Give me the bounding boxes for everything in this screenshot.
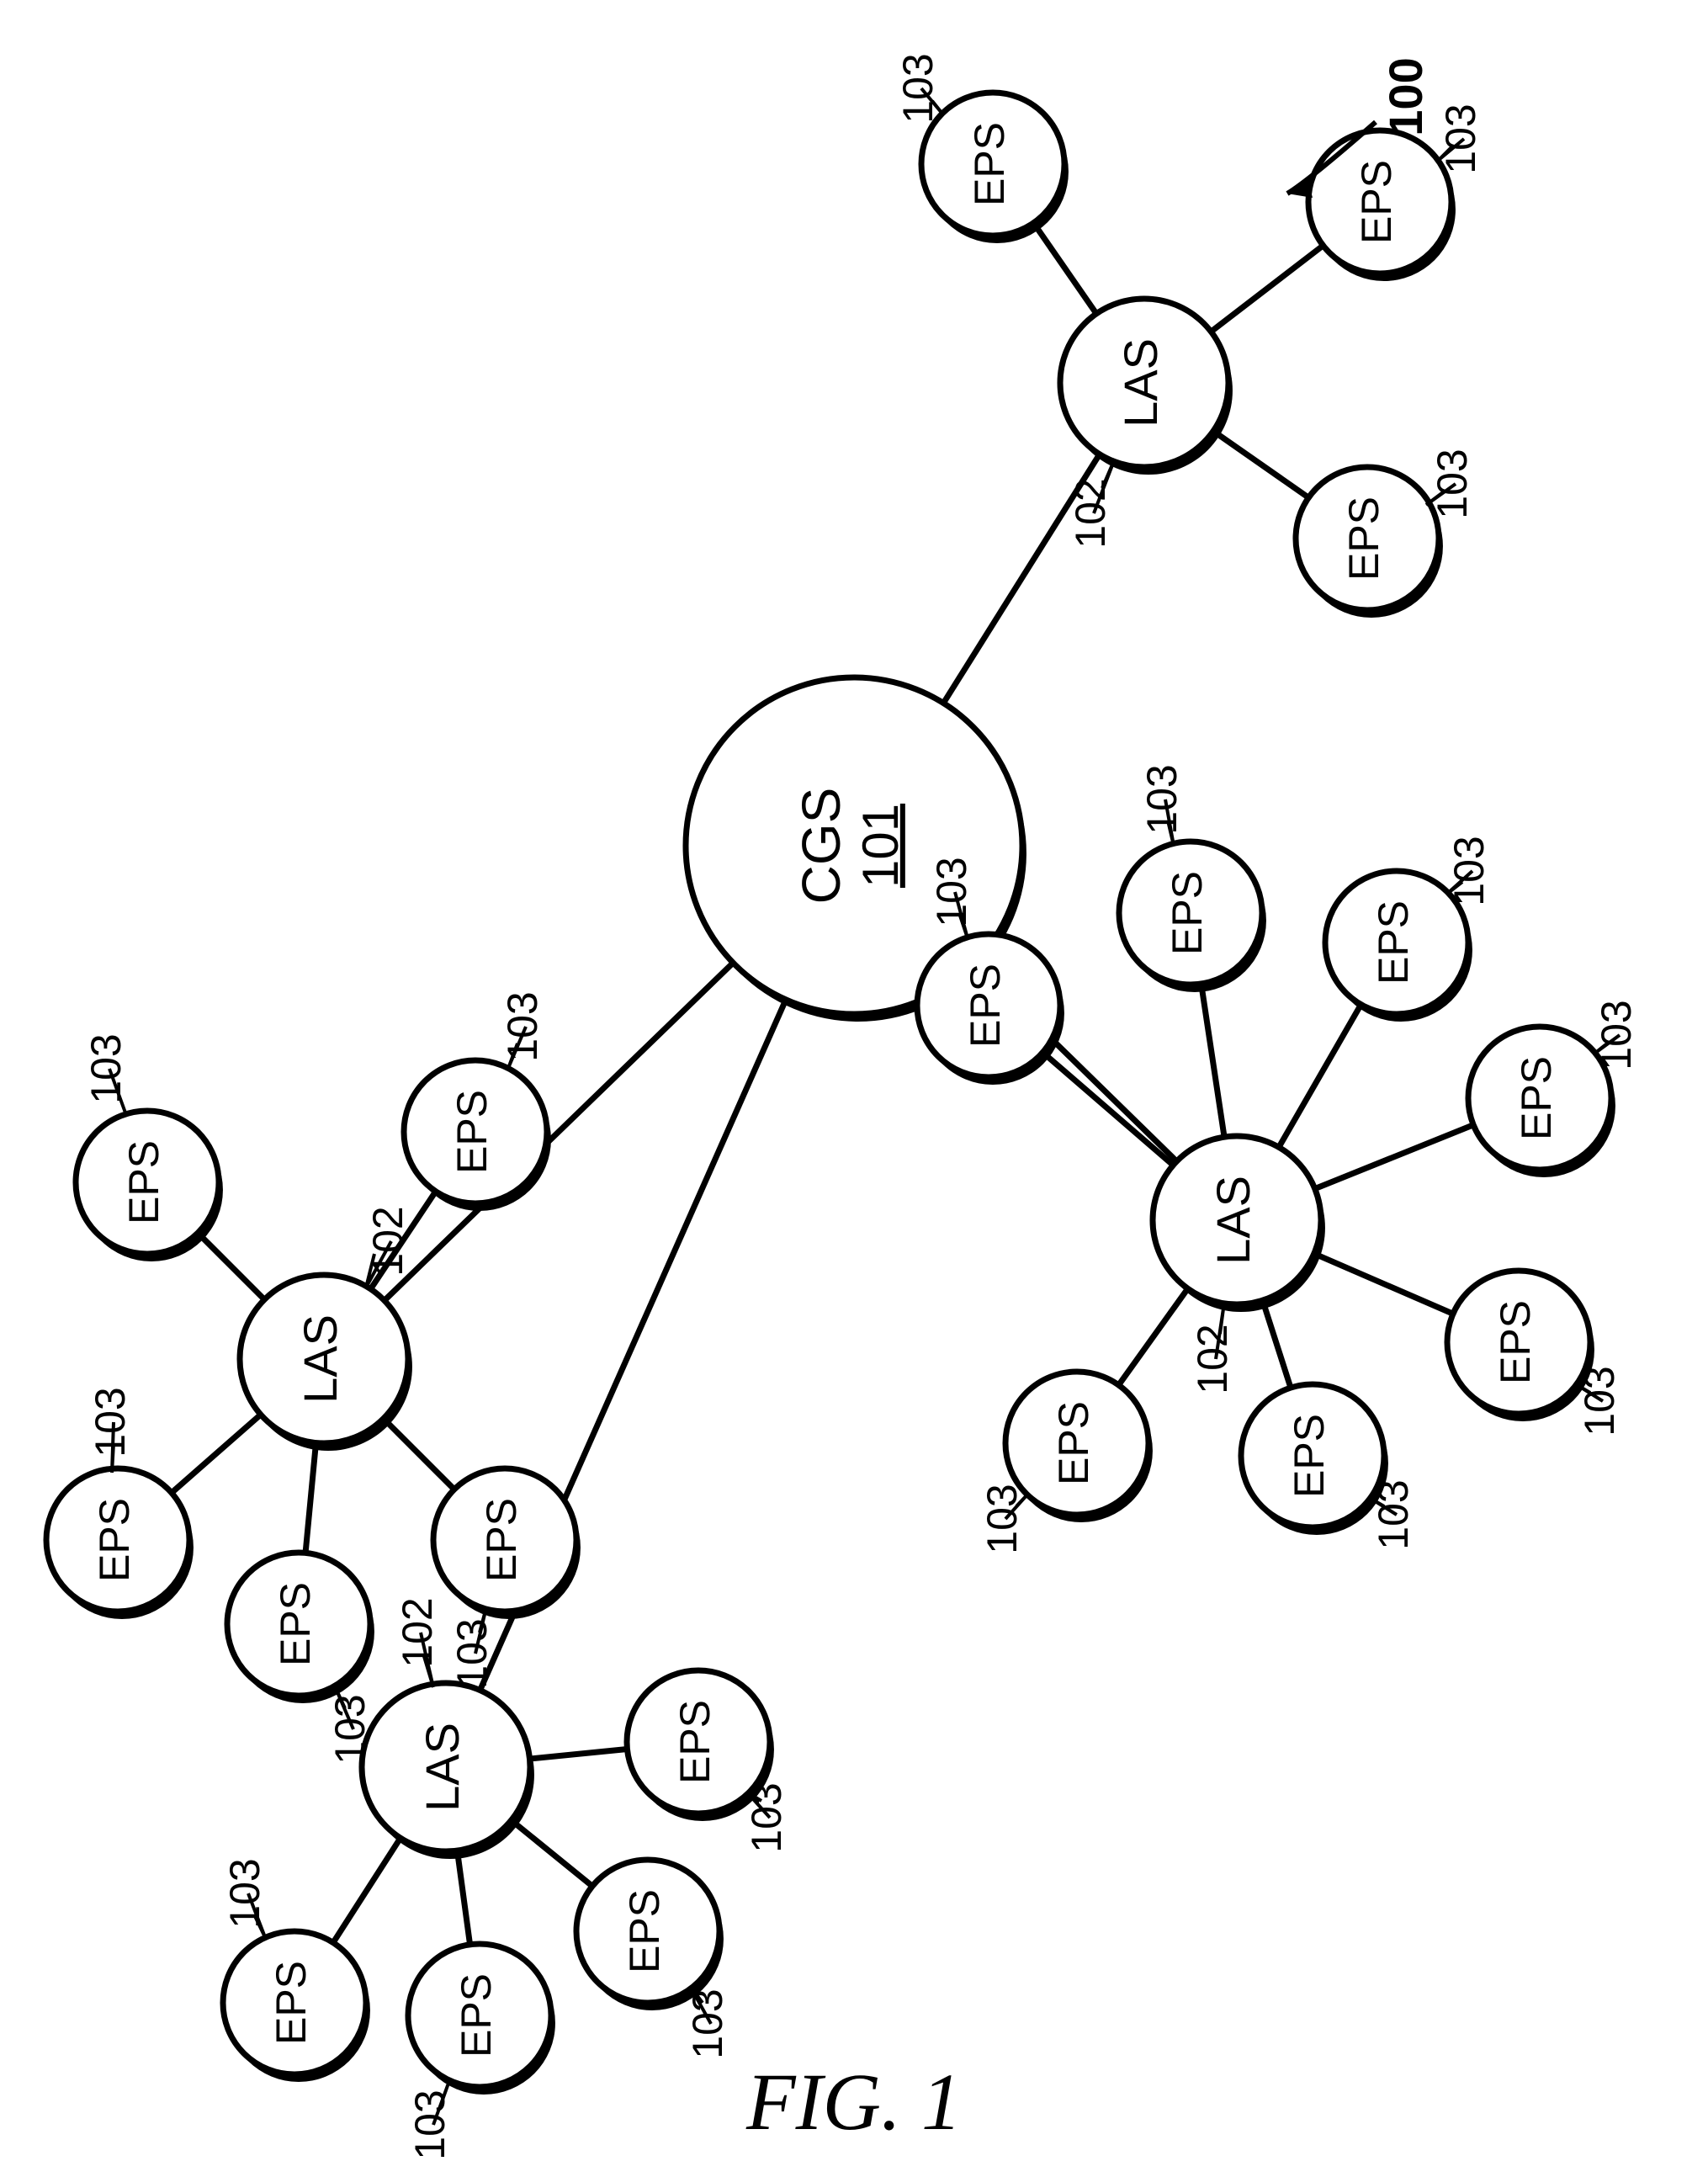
cgs-ref: 101 <box>852 804 909 888</box>
eps-ref: 103 <box>1370 1479 1417 1549</box>
edge-las-eps <box>384 1419 454 1489</box>
eps-ref: 103 <box>1576 1366 1623 1436</box>
eps-ref: 103 <box>743 1782 790 1852</box>
eps-label: EPS <box>453 1973 500 2058</box>
edge-las-eps <box>172 1415 261 1493</box>
las-label: LAS <box>1114 338 1167 427</box>
eps-ref: 103 <box>979 1484 1026 1553</box>
eps-ref: 103 <box>928 857 975 927</box>
eps-label: EPS <box>272 1582 319 1666</box>
eps-ref: 103 <box>87 1387 134 1457</box>
eps-label: EPS <box>1513 1056 1560 1140</box>
eps-ref: 103 <box>221 1858 268 1928</box>
edge-las-eps <box>198 1233 264 1299</box>
edge-las-eps <box>512 1820 592 1886</box>
edge-las-eps <box>457 1850 469 1945</box>
edge-las-eps <box>305 1443 316 1553</box>
eps-ref: 103 <box>82 1033 130 1103</box>
edge-las-eps <box>1279 1005 1361 1148</box>
eps-label: EPS <box>448 1090 496 1174</box>
edge-las-eps <box>1033 223 1096 314</box>
eps-ref: 103 <box>684 1989 731 2058</box>
eps-ref: 103 <box>1593 1000 1640 1070</box>
eps-label: EPS <box>1340 496 1387 581</box>
network-diagram: CGS101LAS102LAS102LAS102LAS102EPS103EPS1… <box>0 0 1708 2177</box>
eps-ref: 103 <box>1138 764 1186 834</box>
eps-label: EPS <box>1353 160 1400 244</box>
figure-caption: FIG. 1 <box>745 2057 962 2147</box>
edge-las-eps <box>1213 431 1308 497</box>
eps-label: EPS <box>1050 1401 1097 1485</box>
edge-las-eps <box>530 1749 628 1759</box>
eps-label: EPS <box>268 1961 315 2045</box>
cgs-label: CGS <box>791 788 851 905</box>
edge-las-eps <box>1314 1254 1453 1314</box>
eps-label: EPS <box>621 1889 668 1973</box>
eps-label: EPS <box>1286 1414 1333 1498</box>
eps-label: EPS <box>1370 900 1417 985</box>
eps-ref: 103 <box>1437 104 1484 173</box>
las-label: LAS <box>294 1314 347 1404</box>
eps-ref: 103 <box>499 991 546 1061</box>
las-ref: 102 <box>364 1206 411 1276</box>
eps-label: EPS <box>962 964 1009 1048</box>
edges <box>172 223 1473 1945</box>
cgs-label-group: CGS101 <box>791 788 909 905</box>
las-label: LAS <box>416 1723 469 1812</box>
eps-label: EPS <box>671 1700 719 1784</box>
edge-las-eps <box>1263 1300 1291 1388</box>
eps-ref: 103 <box>1429 449 1476 518</box>
eps-label: EPS <box>91 1498 138 1582</box>
eps-ref: 103 <box>326 1694 374 1764</box>
eps-ref: 103 <box>448 1618 496 1688</box>
eps-label: EPS <box>120 1140 167 1224</box>
eps-ref: 103 <box>406 2089 454 2159</box>
las-label: LAS <box>1207 1176 1260 1265</box>
figure-ref: 100 <box>1379 57 1432 135</box>
eps-label: EPS <box>966 122 1013 206</box>
eps-label: EPS <box>1492 1300 1539 1384</box>
edge-las-eps <box>1315 1125 1473 1189</box>
las-ref: 102 <box>1067 478 1114 548</box>
las-ref: 102 <box>394 1597 441 1667</box>
las-ref: 102 <box>1189 1324 1236 1394</box>
edge-las-eps <box>1201 984 1224 1137</box>
eps-label: EPS <box>478 1498 525 1582</box>
eps-label: EPS <box>1164 871 1211 955</box>
edge-las-eps <box>1211 246 1323 332</box>
edge-las-eps <box>1119 1288 1188 1385</box>
eps-ref: 103 <box>1445 836 1493 905</box>
edge-las-eps <box>1042 1053 1173 1165</box>
edge-las-eps <box>333 1838 400 1942</box>
eps-ref: 103 <box>894 53 942 123</box>
